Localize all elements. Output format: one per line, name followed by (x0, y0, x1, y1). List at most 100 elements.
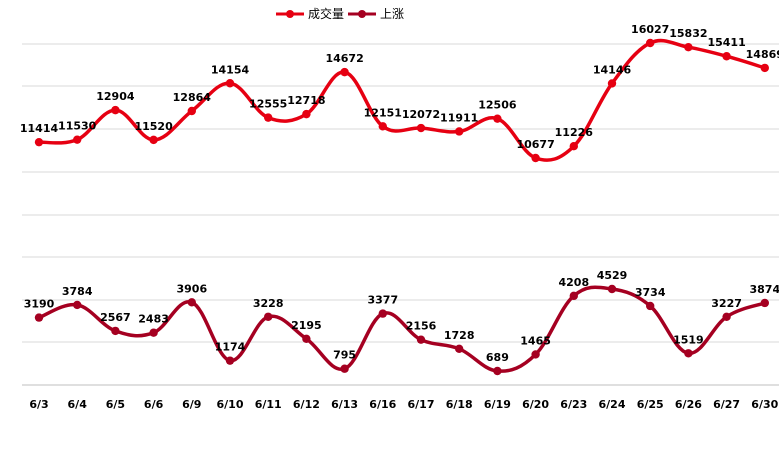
x-tick-label: 6/23 (560, 398, 587, 411)
data-point-series-1 (149, 135, 158, 145)
data-label-series-1: 14672 (325, 52, 363, 65)
data-point-series-2 (225, 356, 235, 365)
data-point-series-2 (607, 284, 617, 294)
data-label-series-1: 12555 (249, 98, 287, 111)
data-point-series-2 (340, 364, 349, 373)
data-point-series-2 (455, 344, 464, 354)
data-point-series-1 (187, 106, 196, 116)
data-point-series-2 (760, 298, 769, 308)
x-tick-label: 6/12 (293, 398, 320, 411)
data-point-series-2 (34, 313, 44, 322)
data-label-series-2: 2195 (291, 319, 322, 332)
data-label-series-2: 795 (333, 349, 356, 362)
data-label-series-1: 12072 (402, 108, 440, 121)
x-tick-label: 6/10 (217, 398, 244, 411)
legend: 成交量 上涨 (276, 6, 404, 21)
data-label-series-1: 11520 (134, 120, 173, 133)
data-point-series-1 (340, 67, 349, 77)
data-point-series-2 (111, 326, 120, 336)
x-tick-label: 6/20 (522, 398, 549, 411)
legend-marker-series-2 (358, 10, 366, 18)
data-point-series-1 (569, 141, 578, 151)
data-point-series-2 (264, 312, 273, 321)
data-label-series-2: 1465 (520, 334, 551, 347)
data-label-series-1: 11414 (20, 122, 59, 135)
data-point-series-1 (34, 137, 44, 147)
x-tick-label: 6/16 (369, 398, 396, 411)
data-point-series-2 (493, 366, 502, 376)
data-label-series-2: 2567 (100, 311, 131, 324)
data-point-series-1 (531, 153, 540, 163)
data-point-series-1 (646, 38, 655, 48)
data-label-series-1: 14869 (746, 48, 779, 61)
data-label-series-2: 3227 (711, 297, 742, 310)
x-tick-label: 6/6 (144, 398, 164, 411)
legend-label-series-2: 上涨 (380, 6, 404, 21)
data-label-series-2: 3377 (367, 294, 398, 307)
data-label-series-1: 15411 (707, 36, 745, 49)
data-label-series-2: 3874 (749, 283, 779, 296)
x-tick-label: 6/13 (331, 398, 358, 411)
x-tick-label: 6/25 (637, 398, 664, 411)
x-tick-label: 6/17 (408, 398, 435, 411)
gridlines (22, 43, 779, 386)
data-label-series-1: 12904 (96, 90, 135, 103)
data-point-series-1 (302, 109, 311, 119)
data-label-series-2: 1519 (673, 333, 704, 346)
x-tick-label: 6/24 (599, 398, 626, 411)
data-point-series-1 (264, 113, 273, 122)
data-label-series-2: 3734 (635, 286, 666, 299)
data-point-series-1 (722, 52, 731, 61)
data-label-series-2: 4529 (597, 269, 628, 282)
data-label-series-2: 1174 (215, 341, 246, 354)
data-label-series-1: 12506 (478, 99, 517, 112)
x-tick-label: 6/18 (446, 398, 473, 411)
data-point-series-2 (684, 349, 693, 358)
data-labels: 11414 11530 12904 11520 12864 14154 12555 12718… (20, 23, 779, 364)
data-label-series-1: 11911 (440, 111, 478, 124)
data-label-series-1: 10677 (516, 138, 554, 151)
data-label-series-2: 4208 (558, 276, 589, 289)
data-label-series-2: 689 (486, 351, 509, 364)
data-label-series-1: 12718 (287, 94, 325, 107)
data-point-series-1 (760, 63, 769, 73)
legend-label-series-1: 成交量 (308, 6, 344, 21)
data-point-series-1 (684, 42, 693, 52)
x-tick-label: 6/26 (675, 398, 702, 411)
x-tick-label: 6/19 (484, 398, 511, 411)
data-point-series-2 (149, 328, 158, 337)
data-label-series-1: 11226 (555, 126, 594, 139)
data-label-series-1: 14154 (211, 63, 250, 76)
data-point-series-1 (378, 122, 387, 131)
data-label-series-2: 2483 (138, 313, 169, 326)
legend-marker-series-1 (286, 10, 294, 18)
data-point-series-2 (378, 309, 387, 318)
data-label-series-1: 12151 (364, 106, 402, 119)
data-point-series-2 (73, 300, 82, 310)
data-point-series-2 (569, 291, 578, 301)
data-point-series-2 (302, 334, 311, 344)
data-label-series-1: 15832 (669, 27, 707, 40)
data-point-series-1 (416, 123, 426, 133)
data-label-series-2: 3784 (62, 285, 93, 298)
data-label-series-2: 3190 (24, 298, 55, 311)
data-point-series-1 (607, 79, 617, 88)
data-label-series-1: 16027 (631, 23, 669, 36)
data-point-series-2 (722, 312, 731, 322)
data-point-series-2 (646, 301, 655, 311)
x-tick-label: 6/27 (713, 398, 740, 411)
x-tick-label: 6/4 (68, 398, 88, 411)
data-point-series-1 (455, 127, 464, 136)
data-point-series-1 (111, 105, 120, 115)
x-tick-label: 6/9 (182, 398, 201, 411)
data-point-series-1 (225, 79, 235, 88)
data-point-series-2 (416, 335, 426, 344)
data-label-series-2: 1728 (444, 329, 475, 342)
data-point-series-1 (73, 135, 82, 144)
data-label-series-1: 14146 (593, 63, 632, 76)
x-tick-label: 6/11 (255, 398, 282, 411)
data-label-series-2: 3906 (176, 282, 207, 295)
x-tick-label: 6/5 (106, 398, 125, 411)
data-label-series-2: 3228 (253, 297, 284, 310)
